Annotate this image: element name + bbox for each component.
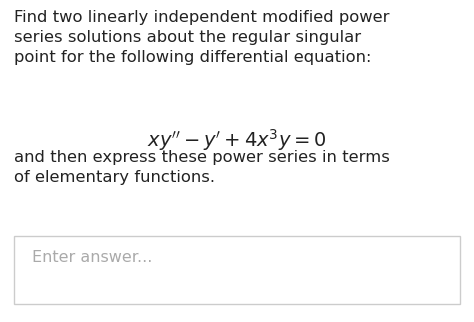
Text: $xy'' - y' + 4x^3y = 0$: $xy'' - y' + 4x^3y = 0$ xyxy=(147,127,327,153)
Text: Find two linearly independent modified power
series solutions about the regular : Find two linearly independent modified p… xyxy=(14,10,390,65)
Text: and then express these power series in terms
of elementary functions.: and then express these power series in t… xyxy=(14,150,390,185)
FancyBboxPatch shape xyxy=(14,236,460,304)
Text: Enter answer...: Enter answer... xyxy=(32,250,152,265)
